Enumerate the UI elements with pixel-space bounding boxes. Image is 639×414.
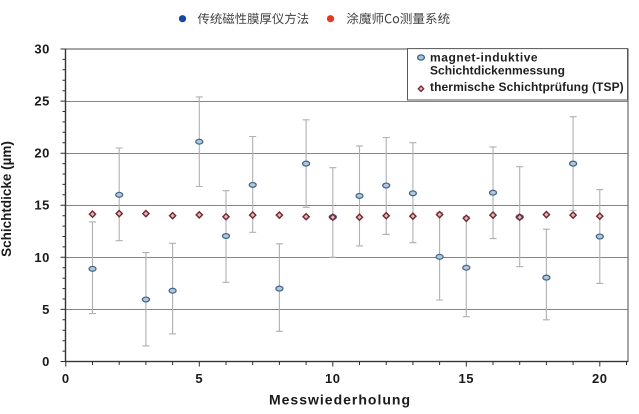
- svg-text:Schichtdickenmessung: Schichtdickenmessung: [430, 64, 565, 78]
- svg-text:25: 25: [34, 94, 50, 109]
- svg-text:5: 5: [195, 371, 203, 386]
- svg-text:0: 0: [42, 354, 50, 369]
- svg-text:magnet-induktive: magnet-induktive: [430, 51, 538, 65]
- svg-text:20: 20: [34, 146, 50, 161]
- svg-text:0: 0: [62, 371, 70, 386]
- svg-text:15: 15: [458, 371, 474, 386]
- svg-text:20: 20: [592, 371, 608, 386]
- svg-text:30: 30: [34, 42, 50, 57]
- svg-text:10: 10: [325, 371, 341, 386]
- svg-text:5: 5: [42, 302, 50, 317]
- svg-text:thermische Schichtprüfung (TSP: thermische Schichtprüfung (TSP): [430, 80, 624, 94]
- svg-text:10: 10: [34, 250, 50, 265]
- svg-text:15: 15: [34, 198, 50, 213]
- svg-text:Schichtdicke (µm): Schichtdicke (µm): [0, 141, 14, 257]
- svg-text:Messwiederholung: Messwiederholung: [269, 392, 411, 408]
